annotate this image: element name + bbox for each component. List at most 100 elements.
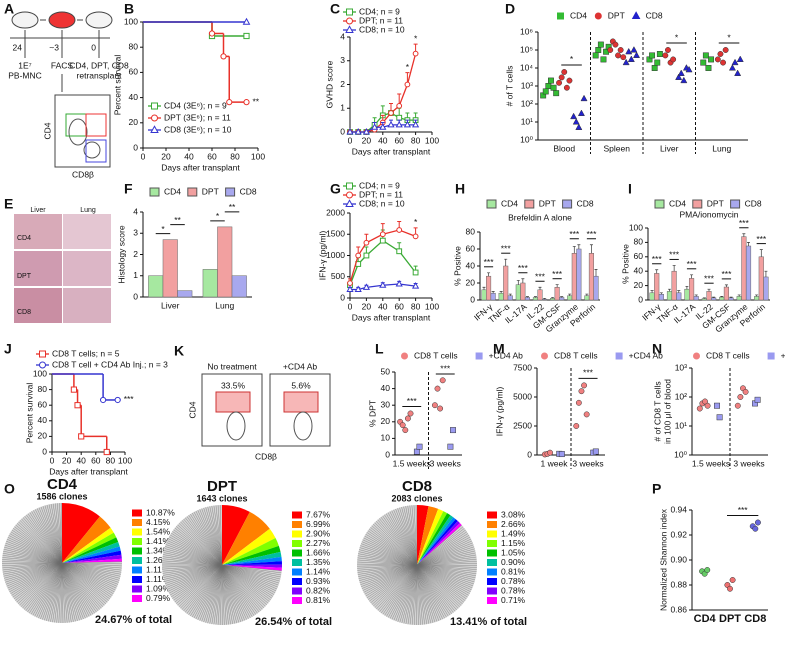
data-point (651, 65, 658, 71)
clone-divider (61, 562, 66, 623)
clone-divider (416, 558, 477, 566)
clone-divider (5, 562, 63, 585)
clone-divider (414, 564, 418, 625)
error-bar (504, 258, 508, 266)
clone-divider (221, 564, 278, 590)
clone-divider (391, 510, 418, 566)
y-tick-label: 10² (675, 391, 687, 401)
data-point (404, 81, 411, 88)
y-tick-label: 100 (124, 16, 138, 26)
panel-letter: M (493, 341, 505, 357)
data-point (630, 46, 638, 53)
bar (542, 298, 548, 301)
legend-swatch (132, 547, 142, 555)
data-point (737, 394, 744, 400)
clone-divider (34, 562, 63, 617)
significance: *** (407, 396, 418, 406)
error-bar (667, 288, 671, 292)
pie-subtitle: 2083 clones (391, 493, 442, 503)
data-point (550, 84, 557, 91)
clone-divider (365, 564, 418, 597)
contour (68, 118, 88, 146)
clone-divider (416, 552, 476, 566)
bar (654, 273, 660, 301)
legend-marker (346, 17, 353, 25)
contour (83, 141, 101, 159)
data-point (677, 69, 685, 76)
clone-divider (221, 564, 233, 625)
data-point (561, 69, 568, 75)
pie-slice (417, 521, 460, 565)
bar (490, 292, 496, 301)
error-bar (543, 297, 547, 300)
error-bar (724, 284, 728, 288)
clone-divider (374, 564, 418, 608)
clone-divider (61, 562, 122, 569)
slice-label: 4.15% (146, 517, 171, 527)
error-bar (720, 296, 724, 298)
clone-divider (376, 564, 418, 610)
clone-divider (22, 517, 63, 564)
y-tick-label: 2500 (513, 420, 532, 430)
legend-swatch (730, 199, 741, 209)
bar (503, 265, 509, 301)
clone-divider (3, 551, 63, 564)
pie-slice (62, 550, 122, 563)
clone-divider (380, 564, 418, 614)
legend-marker (401, 352, 408, 360)
clone-divider (385, 513, 418, 566)
data-point (379, 123, 387, 130)
significance: * (675, 32, 679, 42)
clone-divider (166, 542, 223, 566)
clone-divider (416, 564, 418, 625)
error-bar (560, 296, 564, 298)
clone-divider (57, 503, 63, 564)
slice-label: 0.78% (501, 576, 526, 586)
plot-title: +CD4 Ab (283, 361, 318, 371)
y-tick-label: 40 (38, 415, 48, 425)
clone-divider (221, 564, 255, 616)
x-tick-label: 0 (348, 301, 353, 311)
data-point (649, 52, 656, 59)
clone-divider (30, 562, 63, 615)
data-point (447, 443, 454, 450)
data-point (411, 120, 420, 128)
clone-divider (416, 556, 477, 566)
series-line (349, 229, 416, 284)
error-bar (702, 297, 706, 299)
clone-divider (61, 562, 97, 613)
clone-divider (19, 520, 63, 564)
clone-divider (416, 564, 443, 620)
clone-divider (416, 564, 476, 581)
legend-marker (39, 361, 46, 369)
clone-divider (24, 515, 63, 564)
error-bar (707, 288, 711, 292)
data-point (556, 79, 562, 86)
clone-divider (61, 562, 109, 601)
y-axis-label: % DPT (367, 400, 377, 427)
clone-divider (405, 564, 418, 624)
bar (520, 282, 526, 301)
clone-divider (168, 538, 223, 566)
clone-divider (416, 564, 421, 625)
clone-divider (2, 557, 63, 564)
clone-divider (61, 562, 90, 617)
total-label: 26.54% of total (255, 616, 332, 628)
clone-divider (380, 516, 418, 566)
pie-slice (222, 528, 276, 565)
clone-divider (416, 533, 469, 566)
bar (719, 296, 725, 301)
clone-divider (221, 564, 243, 622)
clone-divider (60, 562, 63, 623)
clone-divider (186, 564, 223, 614)
clone-divider (163, 550, 223, 566)
slice-label: 1.49% (501, 528, 526, 538)
legend-swatch (132, 557, 142, 564)
data-point (620, 54, 627, 61)
legend-marker (475, 352, 483, 360)
legend-swatch (487, 559, 497, 566)
y-tick-label: 10⁰ (520, 134, 533, 144)
data-point (558, 74, 565, 81)
error-bar (589, 244, 593, 254)
bar (666, 291, 673, 301)
